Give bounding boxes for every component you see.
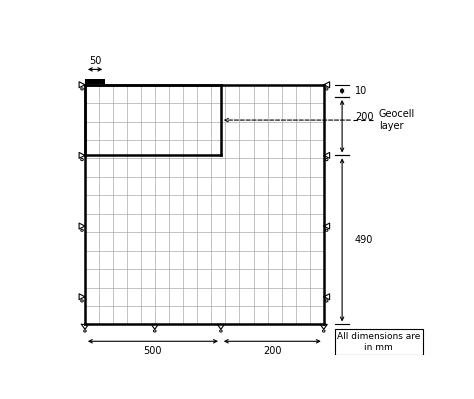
- Text: 490: 490: [355, 235, 374, 245]
- Text: 200: 200: [263, 346, 282, 356]
- Text: 50: 50: [89, 56, 101, 66]
- Text: All dimensions are
in mm: All dimensions are in mm: [337, 332, 420, 352]
- Text: 10: 10: [355, 86, 367, 96]
- Text: Geocell
layer: Geocell layer: [379, 109, 415, 131]
- Text: 200: 200: [355, 112, 374, 122]
- Text: 500: 500: [144, 346, 162, 356]
- Bar: [335, 329, 423, 355]
- Bar: [85, 79, 105, 84]
